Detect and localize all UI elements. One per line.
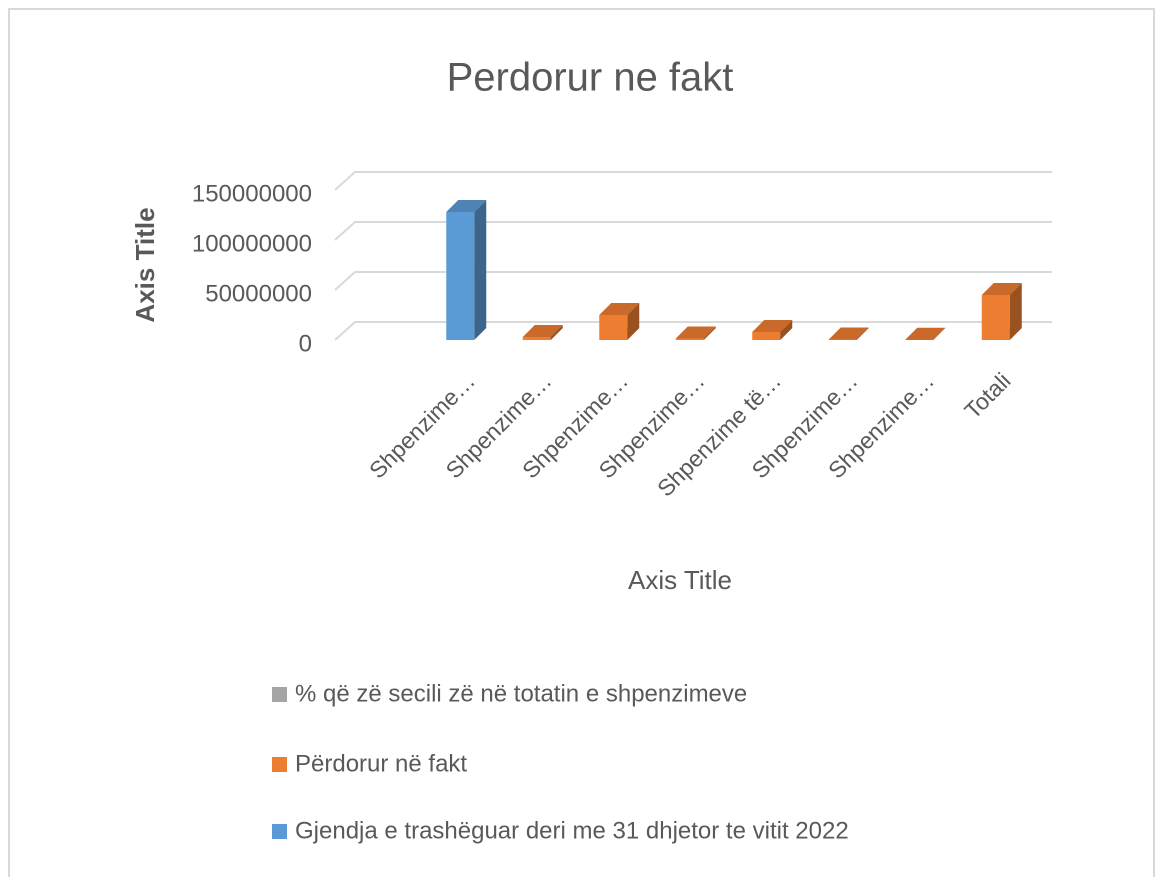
x-axis-title: Axis Title (628, 565, 732, 595)
bar (905, 327, 946, 340)
bar-side (550, 325, 563, 340)
bar-side (703, 326, 716, 340)
bar (522, 325, 563, 340)
bar-top (599, 303, 640, 315)
y-tick-label: 50000000 (205, 280, 312, 307)
chart-title: Perdorur ne fakt (447, 56, 734, 100)
bar-top (752, 320, 793, 332)
bar-front (446, 212, 475, 340)
legend-label: % që zë secili zë në totatin e shpenzime… (295, 680, 747, 707)
legend-swatch (272, 757, 287, 772)
grid-line (334, 271, 1052, 291)
bar-top (981, 283, 1022, 295)
bar-front (752, 332, 781, 340)
bar-side (780, 320, 793, 340)
legend-label: Gjendja e trashëguar deri me 31 dhjetor … (295, 817, 849, 844)
y-tick-label: 100000000 (192, 230, 312, 257)
y-tick-label: 150000000 (192, 180, 312, 207)
grid-line (334, 321, 1052, 341)
bar-front (981, 295, 1010, 340)
bar-side (856, 327, 869, 340)
bar-side (1009, 283, 1022, 340)
bar-top (675, 326, 716, 339)
bar (981, 283, 1022, 340)
legend-swatch (272, 687, 287, 702)
bar-side (627, 303, 640, 340)
bar-top (522, 325, 563, 337)
bar (599, 303, 640, 340)
bar (675, 326, 716, 340)
legend-swatch (272, 824, 287, 839)
y-tick-label: 0 (299, 330, 312, 357)
legend-label: Përdorur në fakt (295, 750, 467, 777)
chart-frame (8, 8, 1155, 877)
bar-top (446, 200, 487, 212)
bar (752, 320, 793, 340)
bar-top (905, 327, 946, 340)
bar-side (474, 200, 487, 340)
bar (828, 327, 869, 340)
bar-top (828, 327, 869, 340)
bar-front (522, 337, 551, 340)
bar-front (675, 338, 704, 340)
grid-line (334, 171, 1052, 191)
bar-front (599, 315, 628, 340)
y-axis-title: Axis Title (130, 207, 160, 322)
bar (446, 200, 487, 340)
grid-line (334, 221, 1052, 241)
bar-side (933, 327, 946, 340)
bar-front (828, 339, 857, 340)
